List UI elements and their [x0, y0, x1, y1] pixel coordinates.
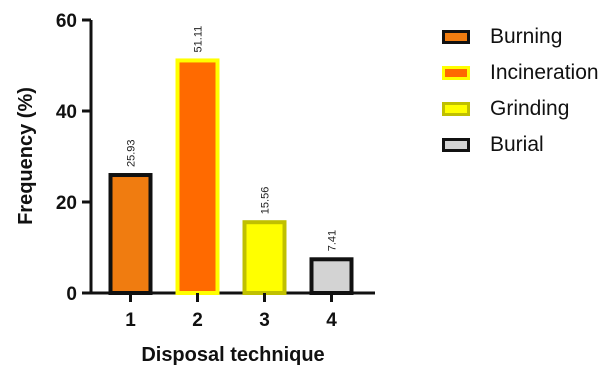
y-tick-label: 60: [56, 11, 77, 32]
data-label: 51.11: [193, 26, 205, 53]
legend-label: Incineration: [490, 61, 599, 84]
x-tick-label: 4: [326, 310, 337, 331]
x-tick-label: 1: [125, 310, 136, 331]
x-tick-label: 3: [259, 310, 270, 331]
data-label: 25.93: [126, 139, 138, 167]
legend-label: Burial: [490, 133, 544, 156]
legend-label: Grinding: [490, 97, 570, 120]
data-label: 7.41: [327, 230, 339, 251]
bar: [309, 257, 354, 295]
legend-swatch: [442, 30, 470, 44]
bar: [175, 58, 220, 296]
y-tick-label: 40: [56, 102, 77, 123]
legend-swatch: [442, 66, 470, 80]
y-axis-title: Frequency (%): [15, 87, 37, 225]
bar: [108, 173, 153, 295]
bar: [242, 220, 287, 295]
legend-swatch: [442, 138, 470, 152]
y-tick-label: 0: [66, 284, 77, 305]
x-axis-title: Disposal technique: [141, 344, 324, 366]
legend-label: Burning: [490, 25, 563, 48]
data-label: 15.56: [260, 187, 272, 215]
legend-swatch: [442, 102, 470, 116]
y-tick-label: 20: [56, 193, 77, 214]
x-tick-label: 2: [192, 310, 203, 331]
